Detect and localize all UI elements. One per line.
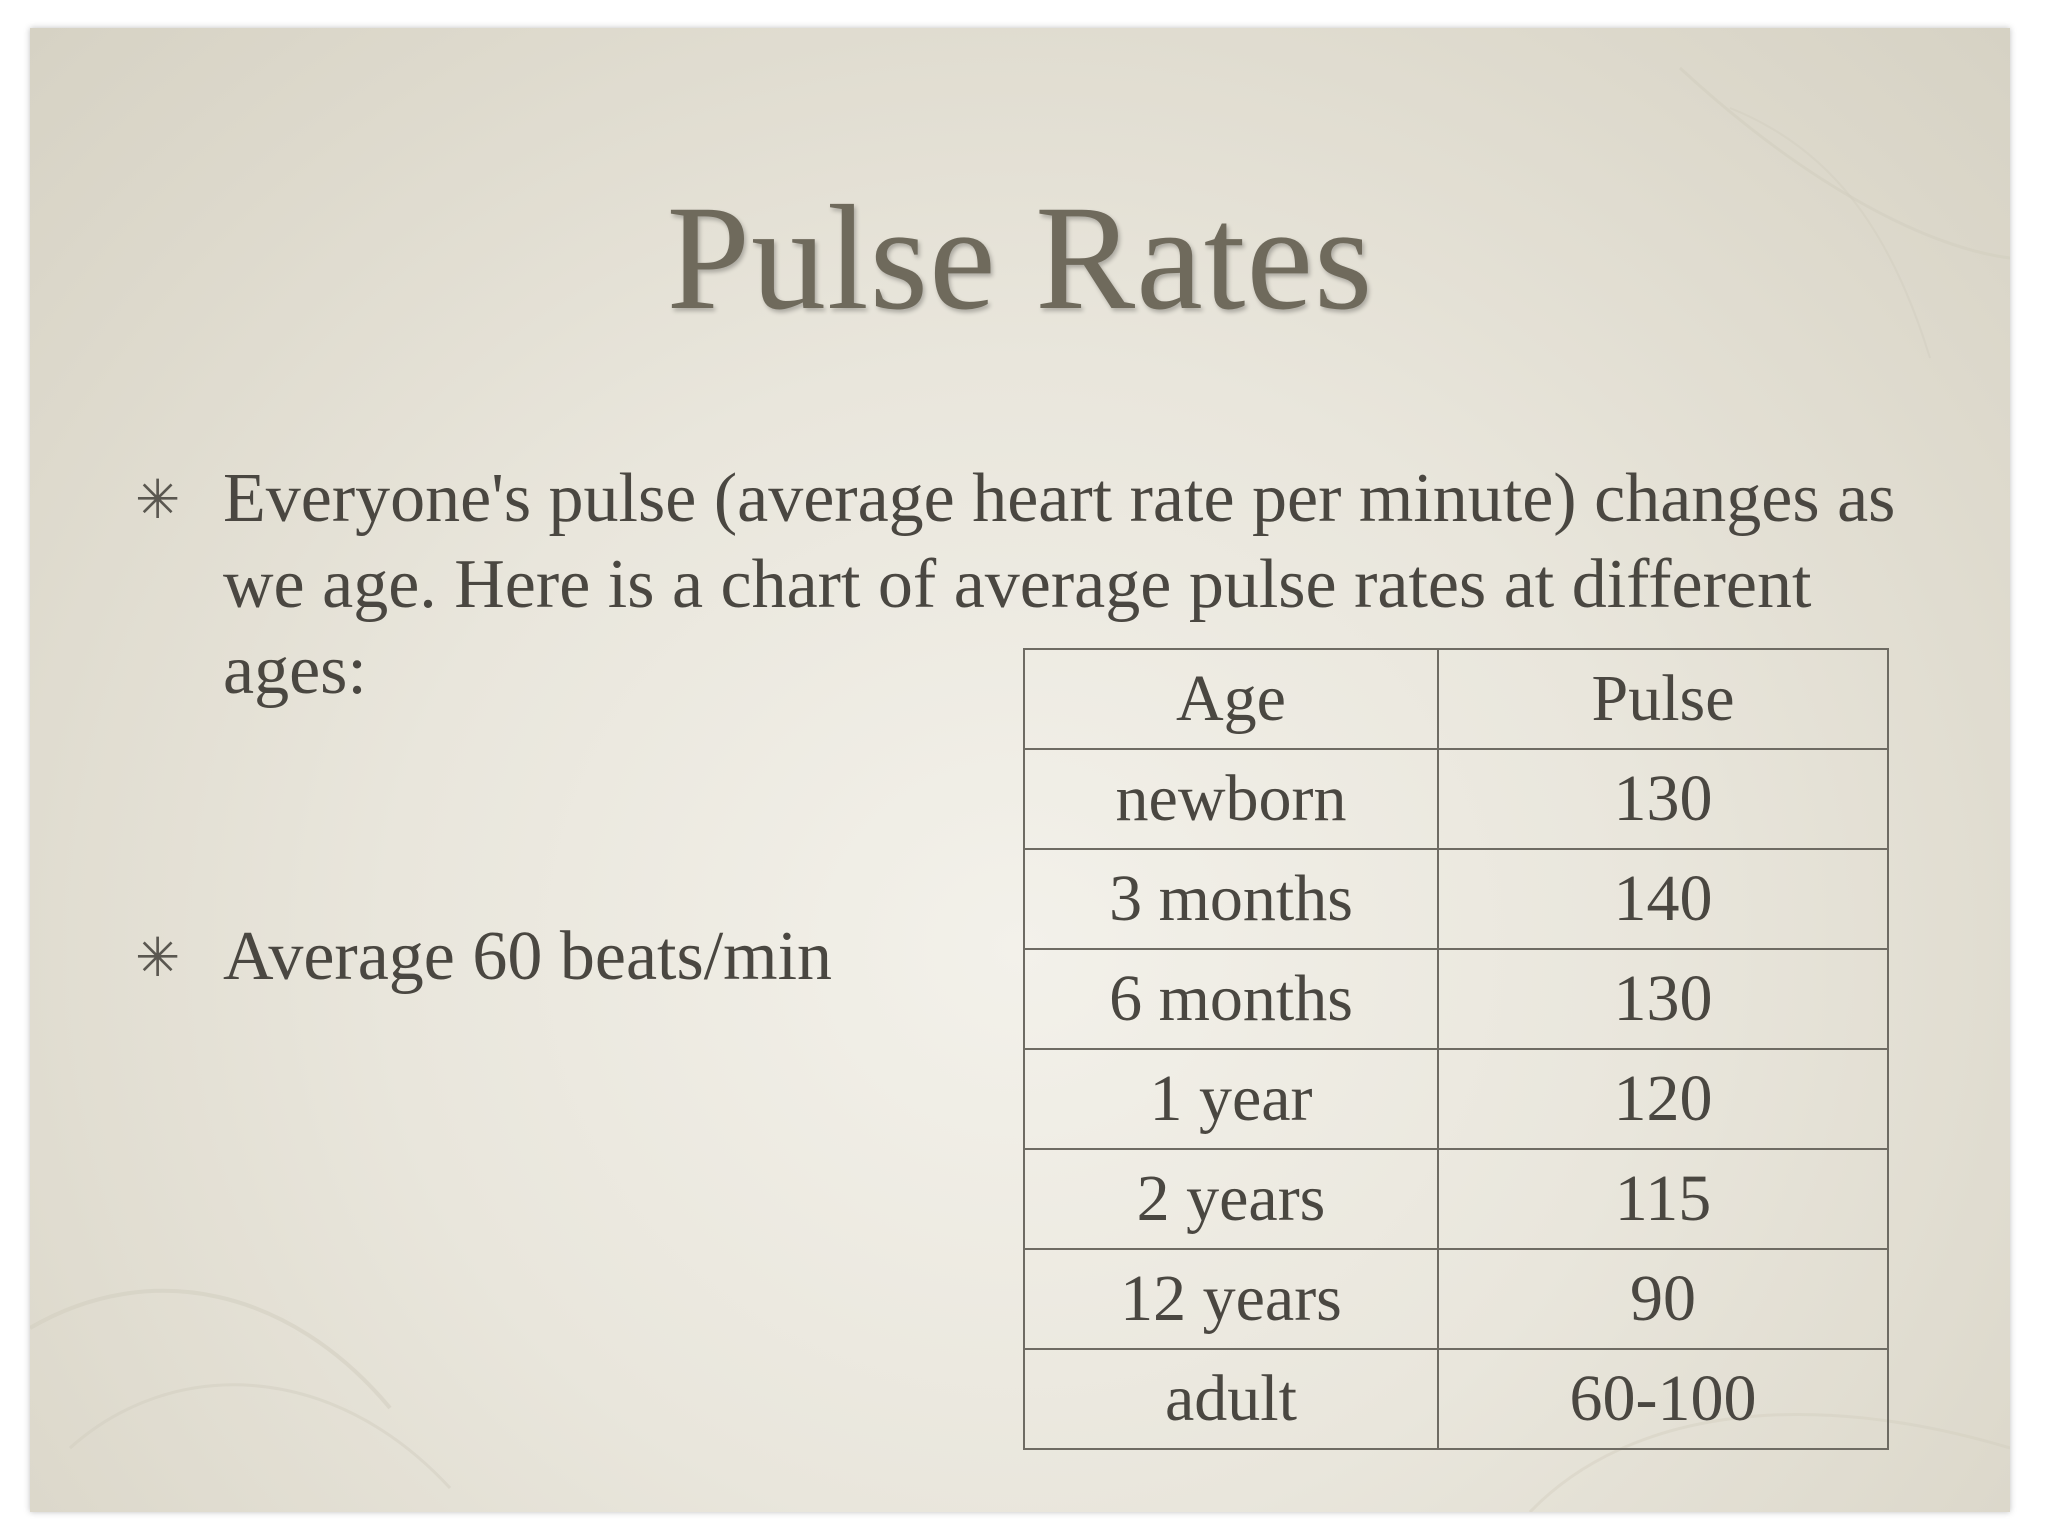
pulse-cell: 130 (1437, 948, 1889, 1050)
pulse-cell: 115 (1437, 1148, 1889, 1250)
pulse-cell: 60-100 (1437, 1348, 1889, 1450)
pulse-cell: 140 (1437, 848, 1889, 950)
asterisk-icon: ✳ (135, 468, 181, 531)
table-row: 6 months 130 (1023, 948, 1889, 1050)
table-header-row: Age Pulse (1023, 648, 1889, 750)
age-cell: 2 years (1023, 1148, 1439, 1250)
age-cell: 12 years (1023, 1248, 1439, 1350)
table-row: 2 years 115 (1023, 1148, 1889, 1250)
slide: Pulse Rates ✳ Everyone's pulse (average … (30, 28, 2010, 1512)
asterisk-icon: ✳ (135, 926, 181, 989)
header-age: Age (1023, 648, 1439, 750)
table-row: 1 year 120 (1023, 1048, 1889, 1150)
slide-title: Pulse Rates (666, 175, 1374, 341)
bullet-text-average: Average 60 beats/min (223, 918, 833, 995)
header-pulse: Pulse (1437, 648, 1889, 750)
age-cell: 6 months (1023, 948, 1439, 1050)
age-cell: adult (1023, 1348, 1439, 1450)
age-cell: 1 year (1023, 1048, 1439, 1150)
age-cell: 3 months (1023, 848, 1439, 950)
pulse-cell: 130 (1437, 748, 1889, 850)
pulse-cell: 120 (1437, 1048, 1889, 1150)
table-row: newborn 130 (1023, 748, 1889, 850)
pulse-rate-table: Age Pulse newborn 130 3 months 140 6 mon… (1023, 648, 1889, 1450)
table-row: 3 months 140 (1023, 848, 1889, 950)
table-row: adult 60-100 (1023, 1348, 1889, 1450)
table-row: 12 years 90 (1023, 1248, 1889, 1350)
bullet-text-intro: Everyone's pulse (average heart rate per… (223, 460, 1896, 709)
pulse-cell: 90 (1437, 1248, 1889, 1350)
age-cell: newborn (1023, 748, 1439, 850)
